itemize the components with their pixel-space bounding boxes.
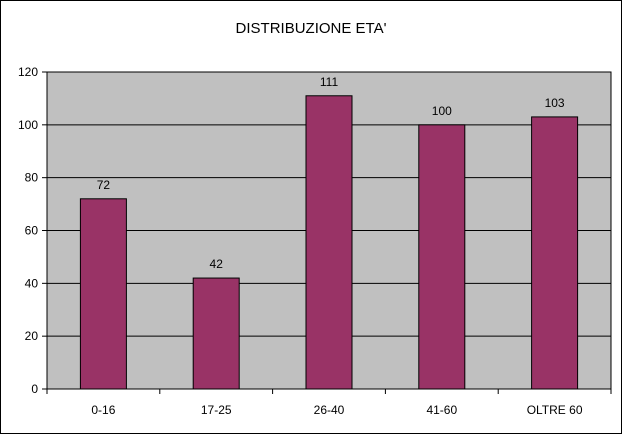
- bar-26-40: [305, 95, 353, 390]
- y-tick-label: 40: [25, 276, 39, 290]
- y-tick-label: 120: [18, 65, 38, 79]
- data-label: 100: [432, 104, 452, 118]
- bar-0-16: [79, 198, 127, 390]
- y-tick-label: 20: [25, 329, 39, 343]
- data-label: 111: [320, 75, 339, 89]
- x-tick-label: 26-40: [314, 403, 345, 417]
- chart-title: DISTRIBUZIONE ETA': [236, 20, 387, 37]
- x-tick-label: OLTRE 60: [527, 403, 583, 417]
- y-tick-label: 0: [31, 382, 38, 396]
- bar-41-60: [418, 124, 466, 390]
- bar-17-25: [192, 277, 240, 390]
- y-tick-label: 100: [18, 118, 38, 132]
- y-tick-label: 60: [25, 224, 39, 238]
- y-tick-label: 80: [25, 171, 39, 185]
- bar-oltre-60: [531, 116, 579, 390]
- x-tick-label: 41-60: [426, 403, 457, 417]
- data-label: 72: [97, 178, 111, 192]
- x-tick-label: 0-16: [91, 403, 115, 417]
- data-label: 103: [545, 96, 565, 110]
- plot-area: 0 20 40 60 80 100 120 72 0-16 42 17-25 111 26-40 100 4…: [18, 65, 612, 417]
- data-label: 42: [210, 257, 224, 271]
- x-tick-label: 17-25: [201, 403, 232, 417]
